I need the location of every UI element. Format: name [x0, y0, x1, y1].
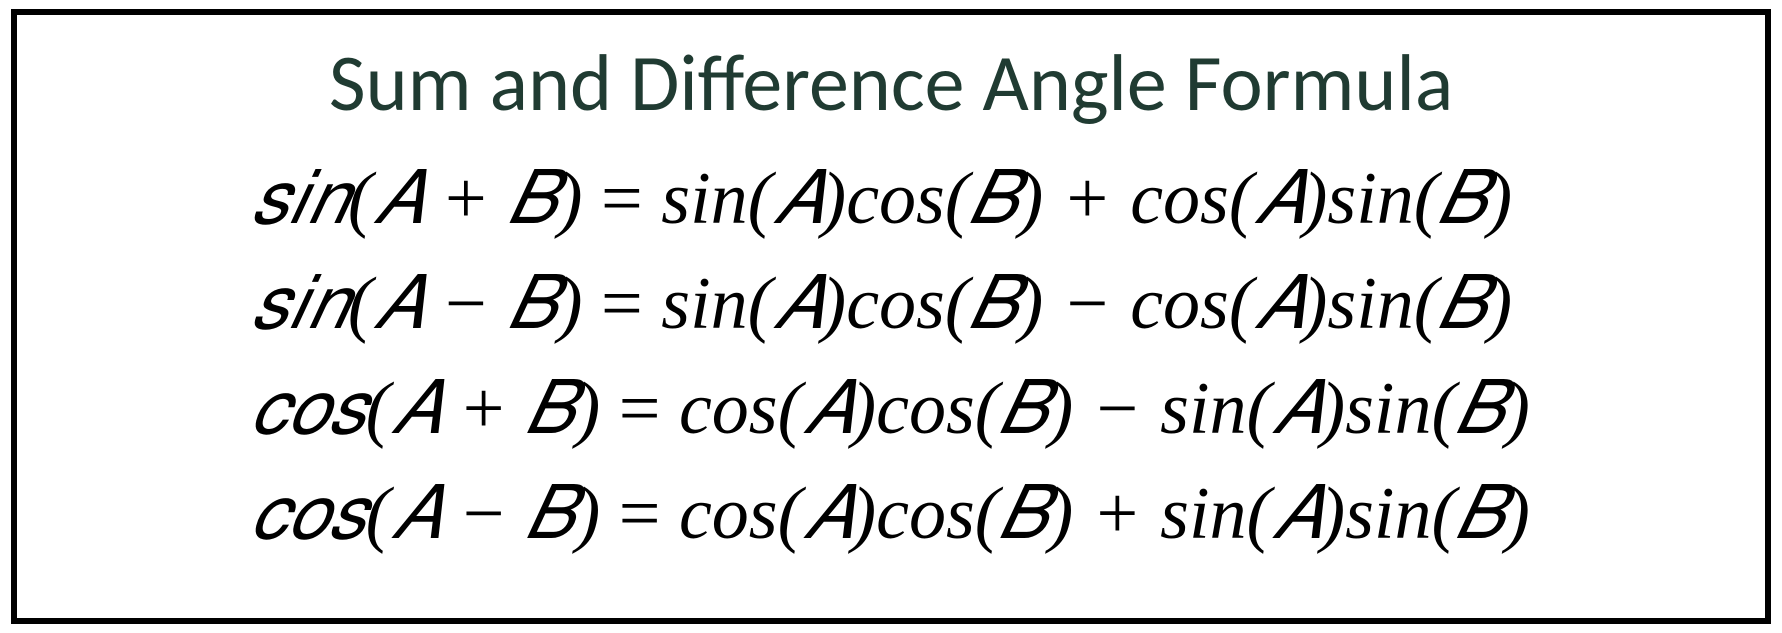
formula-row: 𝑐𝑜𝑠(𝐴 − 𝐵) = cos(𝐴)cos(𝐵) + sin(𝐴)sin(𝐵)	[252, 462, 1530, 567]
card-title: Sum and Difference Angle Formula	[329, 35, 1453, 132]
formula-lhs: 𝑐𝑜𝑠(𝐴 − 𝐵)	[252, 473, 600, 555]
formula-card: Sum and Difference Angle Formula 𝑠𝑖𝑛(𝐴 +…	[11, 9, 1771, 624]
equals-sign: =	[619, 368, 679, 450]
formula-lhs: 𝑐𝑜𝑠(𝐴 + 𝐵)	[252, 368, 600, 450]
formula-lhs: 𝑠𝑖𝑛(𝐴 − 𝐵)	[252, 263, 582, 345]
formula-rhs: cos(𝐴)cos(𝐵) + sin(𝐴)sin(𝐵)	[679, 473, 1530, 555]
formula-lhs: 𝑠𝑖𝑛(𝐴 + 𝐵)	[252, 158, 582, 240]
formula-row: 𝑠𝑖𝑛(𝐴 − 𝐵) = sin(𝐴)cos(𝐵) − cos(𝐴)sin(𝐵)	[252, 252, 1530, 357]
formula-rhs: sin(𝐴)cos(𝐵) − cos(𝐴)sin(𝐵)	[661, 263, 1512, 345]
formula-rhs: sin(𝐴)cos(𝐵) + cos(𝐴)sin(𝐵)	[661, 158, 1512, 240]
formula-row: 𝑐𝑜𝑠(𝐴 + 𝐵) = cos(𝐴)cos(𝐵) − sin(𝐴)sin(𝐵)	[252, 357, 1530, 462]
formula-list: 𝑠𝑖𝑛(𝐴 + 𝐵) = sin(𝐴)cos(𝐵) + cos(𝐴)sin(𝐵)…	[252, 147, 1530, 567]
equals-sign: =	[601, 263, 661, 345]
equals-sign: =	[601, 158, 661, 240]
formula-row: 𝑠𝑖𝑛(𝐴 + 𝐵) = sin(𝐴)cos(𝐵) + cos(𝐴)sin(𝐵)	[252, 147, 1530, 252]
formula-rhs: cos(𝐴)cos(𝐵) − sin(𝐴)sin(𝐵)	[679, 368, 1530, 450]
equals-sign: =	[619, 473, 679, 555]
